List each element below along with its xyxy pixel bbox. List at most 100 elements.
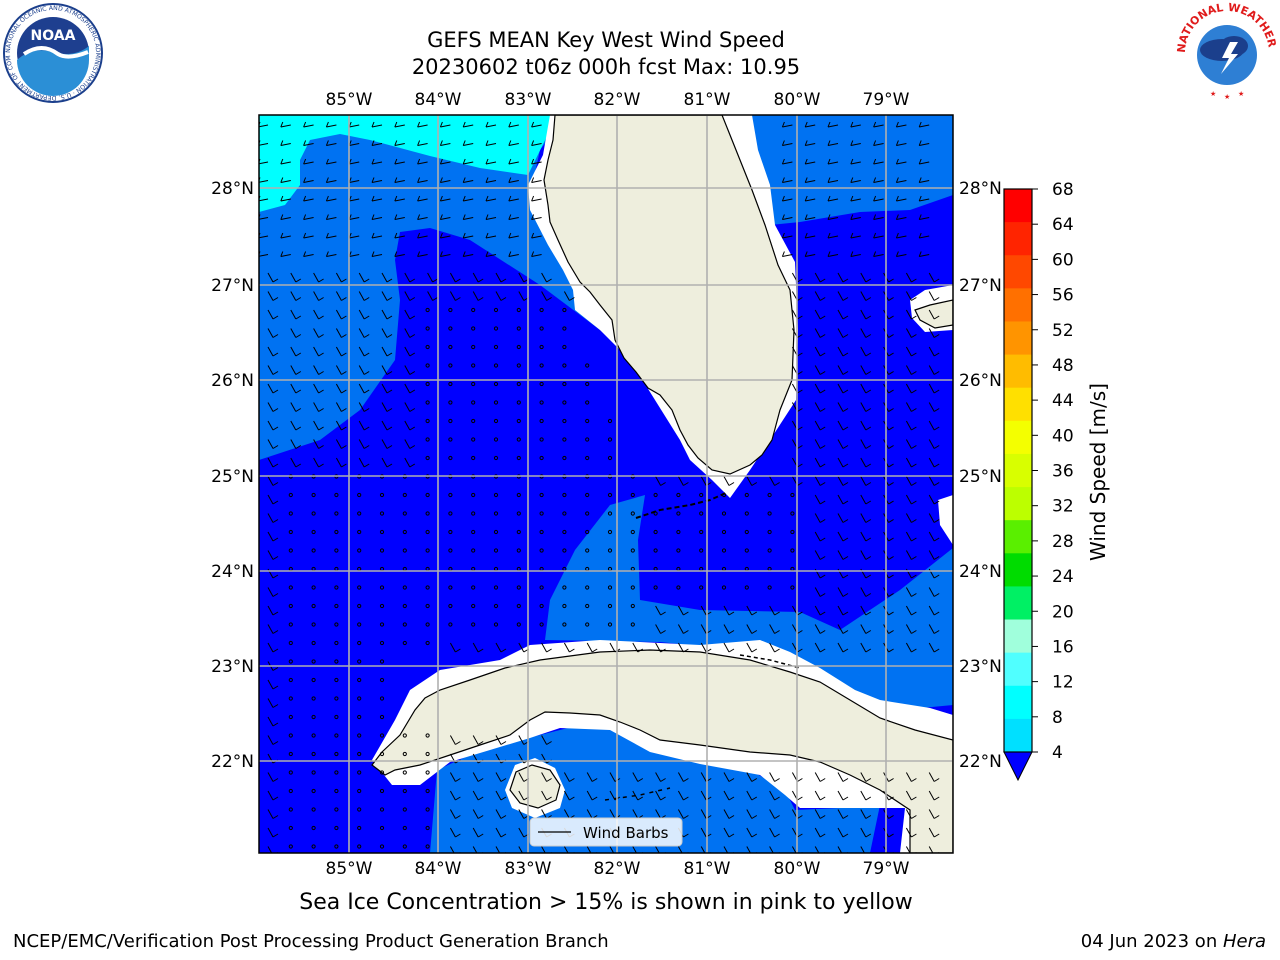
wind-barb bbox=[607, 437, 613, 442]
wind-barb bbox=[267, 476, 279, 486]
wind-barb bbox=[531, 121, 542, 128]
lon-label-top: 79°W bbox=[863, 90, 910, 110]
wind-barb bbox=[837, 827, 849, 838]
wind-barb bbox=[334, 770, 339, 775]
wind-barb bbox=[417, 214, 428, 220]
sea-ice-note: Sea Ice Concentration > 15% is shown in … bbox=[299, 890, 913, 915]
wind-barb bbox=[562, 455, 567, 461]
wind-barb bbox=[563, 291, 575, 301]
wind-barb bbox=[335, 346, 347, 357]
wind-barb bbox=[804, 251, 816, 257]
wind-barb bbox=[676, 511, 681, 516]
wind-barb bbox=[827, 214, 839, 220]
wind-barb bbox=[334, 844, 339, 849]
wind-barb bbox=[746, 605, 758, 616]
wind-barb bbox=[462, 158, 474, 165]
wind-barb bbox=[267, 846, 279, 853]
wind-barb bbox=[493, 603, 499, 609]
wind-barb bbox=[335, 383, 347, 394]
wind-barb bbox=[448, 418, 453, 424]
wind-barb bbox=[814, 605, 826, 616]
wind-barb bbox=[493, 511, 499, 516]
wind-barb bbox=[313, 328, 324, 338]
wind-barb bbox=[539, 418, 544, 424]
wind-barb bbox=[425, 437, 430, 442]
wind-barb bbox=[541, 735, 552, 745]
wind-barb bbox=[357, 844, 362, 849]
wind-barb bbox=[609, 846, 621, 853]
wind-barb bbox=[358, 402, 370, 412]
wind-barb bbox=[905, 309, 917, 320]
wind-barb bbox=[267, 735, 279, 745]
colorbar-tick-label: 60 bbox=[1052, 250, 1074, 270]
wind-barb bbox=[928, 642, 940, 653]
wind-barb bbox=[814, 846, 826, 853]
wind-barb bbox=[814, 809, 826, 819]
wind-barb bbox=[814, 457, 826, 468]
wind-barb bbox=[827, 158, 839, 165]
wind-barb bbox=[767, 585, 772, 590]
colorbar-extend bbox=[1003, 751, 1033, 782]
wind-barb bbox=[311, 807, 316, 812]
wind-barb bbox=[404, 272, 416, 283]
wind-barb bbox=[827, 121, 839, 128]
wind-barb bbox=[586, 846, 598, 853]
wind-barb bbox=[334, 807, 339, 812]
wind-barb bbox=[585, 455, 590, 461]
wind-barb bbox=[721, 511, 727, 516]
wind-barb bbox=[471, 363, 476, 368]
nws-logo: NATIONAL WEATHER SERVICE ★★★ bbox=[1176, 2, 1278, 101]
wind-barb bbox=[676, 529, 681, 535]
wind-barb bbox=[417, 121, 428, 128]
wind-barb bbox=[781, 251, 793, 257]
wind-barb bbox=[827, 251, 839, 257]
wind-barb bbox=[905, 476, 917, 486]
wind-barb bbox=[541, 291, 552, 301]
wind-barb bbox=[325, 177, 337, 183]
wind-barb bbox=[539, 363, 544, 368]
wind-barb bbox=[325, 232, 337, 239]
wind-barb bbox=[495, 642, 507, 653]
wind-barb bbox=[790, 529, 795, 535]
wind-barb bbox=[905, 587, 917, 597]
wind-barb bbox=[860, 513, 872, 523]
wind-barb bbox=[439, 140, 451, 146]
wind-barb bbox=[769, 642, 780, 653]
wind-barb bbox=[607, 492, 613, 498]
wind-barb bbox=[653, 511, 658, 516]
wind-barb bbox=[439, 195, 451, 202]
wind-barb bbox=[280, 158, 291, 165]
footer-credit: NCEP/EMC/Verification Post Processing Pr… bbox=[13, 931, 609, 952]
wind-barb bbox=[493, 529, 499, 535]
wind-barb bbox=[837, 346, 849, 357]
colorbar-segment bbox=[1004, 652, 1032, 687]
wind-barb bbox=[918, 158, 930, 165]
wind-barb bbox=[425, 307, 430, 313]
lon-label-bottom: 84°W bbox=[415, 859, 462, 879]
lat-labels-left: 28°N 27°N 26°N 25°N 24°N 23°N 22°N bbox=[211, 179, 254, 772]
wind-barb bbox=[357, 548, 362, 553]
wind-barb bbox=[358, 439, 370, 449]
wind-barb bbox=[448, 307, 453, 313]
colorbar-tick-label: 8 bbox=[1052, 708, 1063, 728]
wind-barb bbox=[303, 121, 314, 128]
wind-barb bbox=[471, 307, 476, 313]
wind-barb bbox=[303, 140, 314, 146]
wind-barb bbox=[630, 603, 635, 609]
wind-barb bbox=[485, 214, 497, 220]
wind-barb bbox=[860, 272, 872, 283]
wind-barb bbox=[379, 640, 385, 646]
wind-barb bbox=[472, 809, 484, 819]
wind-barb bbox=[290, 383, 302, 394]
wind-barb bbox=[837, 402, 849, 412]
colorbar-segment bbox=[1004, 354, 1032, 389]
wind-barbs-legend: Wind Barbs bbox=[529, 817, 683, 847]
wind-barb bbox=[531, 195, 542, 202]
wind-barb bbox=[425, 825, 430, 831]
wind-barb bbox=[371, 195, 383, 202]
wind-barb bbox=[402, 511, 407, 516]
wind-barb bbox=[425, 807, 430, 812]
wind-barb bbox=[267, 402, 279, 412]
wind-barb bbox=[448, 585, 453, 590]
wind-barb bbox=[288, 807, 293, 812]
